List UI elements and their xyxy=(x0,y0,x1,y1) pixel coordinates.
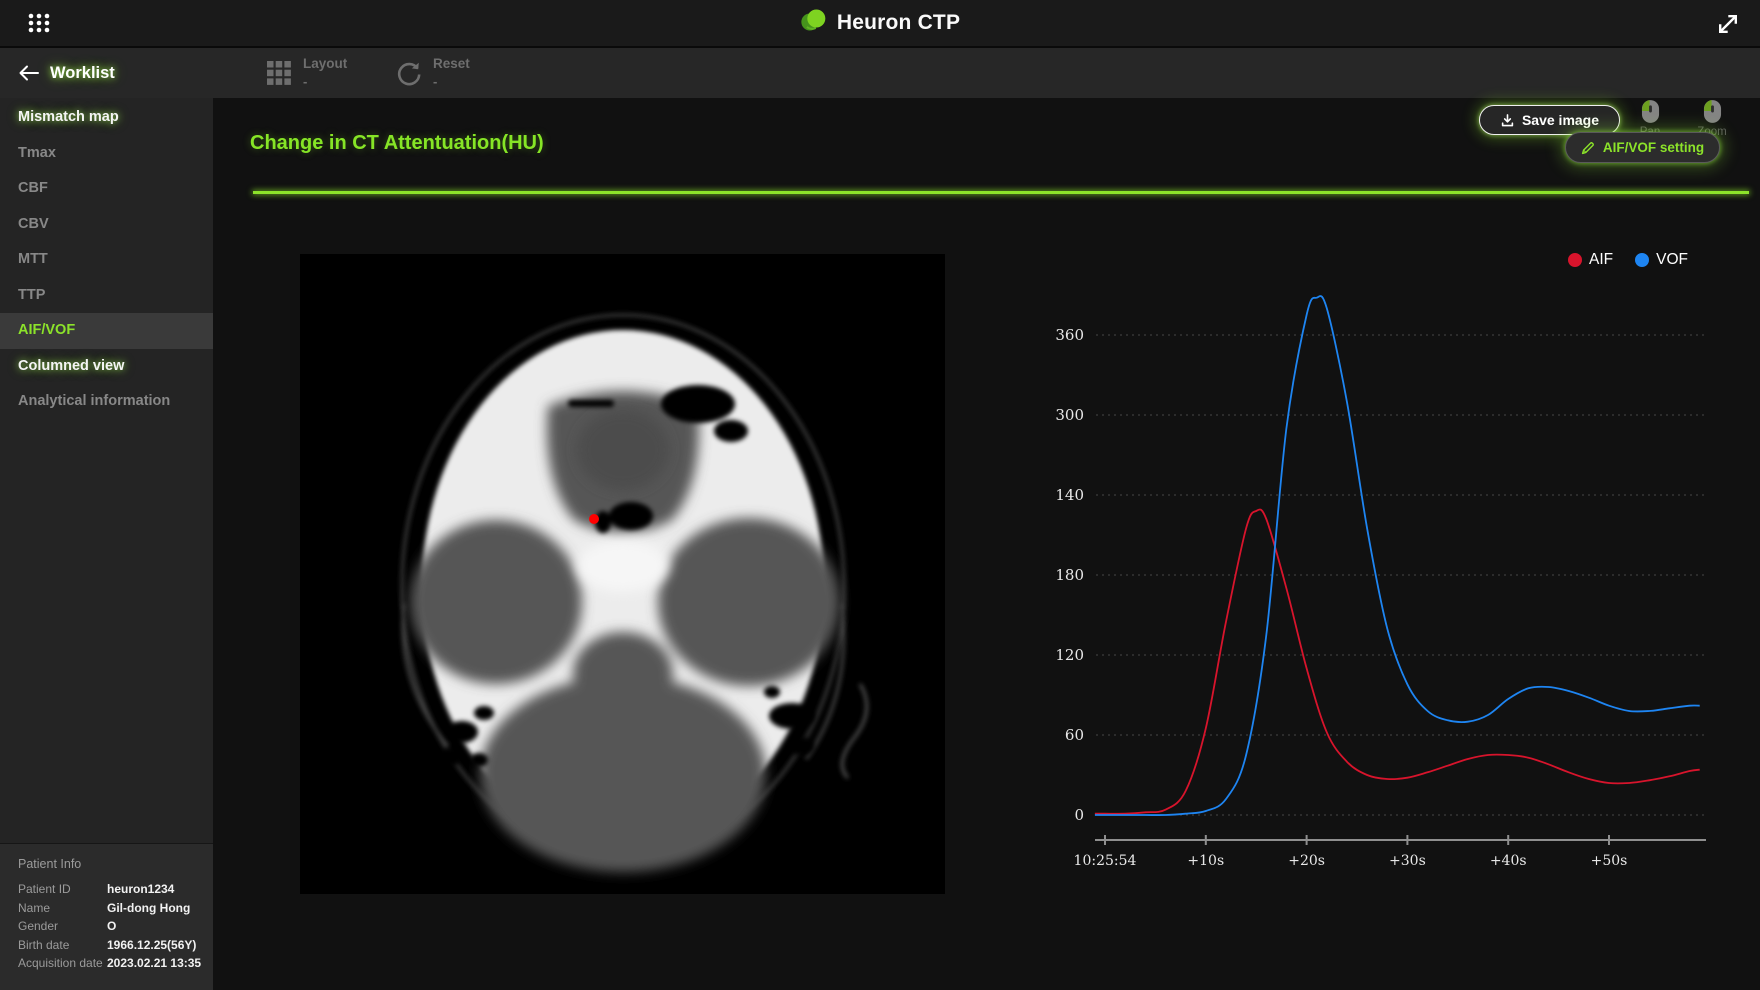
pencil-icon xyxy=(1581,141,1594,154)
patient-id-value: heuron1234 xyxy=(107,882,175,896)
reset-value: - xyxy=(433,73,438,89)
x-tick-label: +30s xyxy=(1389,853,1426,869)
x-tick-label: +10s xyxy=(1187,853,1224,869)
x-tick-label: +20s xyxy=(1288,853,1325,869)
y-tick-label: 300 xyxy=(1055,406,1084,424)
sidebar-item-mismatch-map[interactable]: Mismatch map xyxy=(18,109,119,125)
aif-legend-dot xyxy=(1568,253,1582,267)
sidebar-item-analytical-information[interactable]: Analytical information xyxy=(18,393,171,409)
y-tick-label: 120 xyxy=(1055,646,1084,664)
y-tick-label: 60 xyxy=(1065,726,1084,744)
layout-label: Layout xyxy=(303,55,348,71)
save-image-button[interactable]: Save image xyxy=(1479,105,1620,135)
sidebar-item-tmax[interactable]: Tmax xyxy=(18,144,56,161)
reset-icon xyxy=(397,62,421,86)
layout-grid-icon xyxy=(267,61,291,85)
mouse-pan-icon xyxy=(1641,100,1659,123)
sidebar-item-cbf[interactable]: CBF xyxy=(18,180,48,196)
patient-birthdate-row: Birth date 1966.12.25(56Y) xyxy=(18,938,213,952)
sidebar: Mismatch map Tmax CBF CBV MTT TTP AIF/VO… xyxy=(0,98,213,990)
sidebar-item-columned-view[interactable]: Columned view xyxy=(18,357,125,374)
vof-legend-dot xyxy=(1635,253,1650,267)
patient-name-label: Name xyxy=(18,900,51,915)
attenuation-chart: 360 300 140 180 120 60 0 10:25:54 +10s +20s +30s +4… xyxy=(1055,295,1708,869)
layout-value: - xyxy=(303,73,308,89)
legend-item-vof[interactable]: VOF xyxy=(1635,251,1688,269)
patient-id-label: Patient ID xyxy=(18,882,71,896)
chart-legend: AIF VOF xyxy=(1568,251,1688,269)
sidebar-item-ttp[interactable]: TTP xyxy=(18,286,46,303)
aif-point-marker xyxy=(589,514,599,524)
vof-curve xyxy=(1094,295,1700,816)
aif-vof-setting-button[interactable]: AIF/VOF setting xyxy=(1565,132,1720,163)
brand: Heuron CTP xyxy=(800,0,960,46)
patient-gender-row: Gender O xyxy=(18,919,213,933)
back-to-worklist-button[interactable]: Worklist xyxy=(18,48,115,98)
toolbar: Worklist Layout - Reset - xyxy=(0,46,1760,138)
download-icon xyxy=(1501,113,1514,126)
patient-gender-label: Gender xyxy=(18,919,59,933)
reset-label: Reset xyxy=(433,55,470,71)
patient-name-value: Gil-dong Hong xyxy=(107,900,191,915)
aif-vof-setting-label: AIF/VOF setting xyxy=(1602,140,1705,155)
sidebar-item-aif-vof[interactable]: AIF/VOF xyxy=(0,313,213,349)
ct-image-viewport[interactable] xyxy=(300,254,945,894)
section-title: Change in CT Attentuation(HU) xyxy=(250,132,544,154)
aif-legend-label: AIF xyxy=(1589,251,1614,268)
mouse-zoom-icon xyxy=(1703,100,1721,123)
worklist-label: Worklist xyxy=(50,63,115,82)
fullscreen-icon[interactable] xyxy=(1716,12,1740,36)
patient-birthdate-label: Birth date xyxy=(18,937,70,952)
legend-item-aif[interactable]: AIF xyxy=(1568,251,1613,269)
x-tick-label: +50s xyxy=(1591,853,1628,869)
app-title: Heuron CTP xyxy=(836,11,961,34)
patient-gender-value: O xyxy=(107,919,117,933)
save-image-label: Save image xyxy=(1521,112,1600,128)
app-launcher-grid-icon[interactable] xyxy=(26,10,52,36)
patient-info-panel: Patient Info Patient ID heuron1234 Name … xyxy=(0,843,213,990)
heuron-logo-icon xyxy=(800,7,827,39)
x-tick-label: +40s xyxy=(1490,853,1527,869)
reset-tool-button[interactable]: Reset - xyxy=(396,48,470,98)
top-app-bar: Heuron CTP xyxy=(0,0,1760,46)
x-tick-label: 10:25:54 xyxy=(1074,853,1137,869)
patient-acquisition-value: 2023.02.21 13:35 xyxy=(107,956,202,970)
vof-legend-label: VOF xyxy=(1656,251,1688,268)
patient-acquisition-label: Acquisition date xyxy=(18,956,103,970)
patient-name-row: Name Gil-dong Hong xyxy=(18,901,213,915)
y-tick-label: 140 xyxy=(1055,486,1084,504)
y-tick-label: 0 xyxy=(1074,806,1084,824)
patient-birthdate-value: 1966.12.25(56Y) xyxy=(107,937,197,952)
sidebar-item-mtt[interactable]: MTT xyxy=(18,251,48,267)
y-tick-label: 360 xyxy=(1055,326,1084,344)
patient-acquisition-row: Acquisition date 2023.02.21 13:35 xyxy=(18,956,213,970)
ct-brain-image xyxy=(300,254,945,894)
patient-id-row: Patient ID heuron1234 xyxy=(18,882,213,896)
sidebar-item-cbv[interactable]: CBV xyxy=(18,215,49,232)
patient-info-title: Patient Info xyxy=(18,857,82,871)
y-tick-label: 180 xyxy=(1055,566,1084,584)
aif-curve xyxy=(1094,508,1700,815)
section-title-underline xyxy=(253,191,1749,194)
back-arrow-icon xyxy=(19,65,39,81)
layout-tool-button[interactable]: Layout - xyxy=(266,48,347,98)
